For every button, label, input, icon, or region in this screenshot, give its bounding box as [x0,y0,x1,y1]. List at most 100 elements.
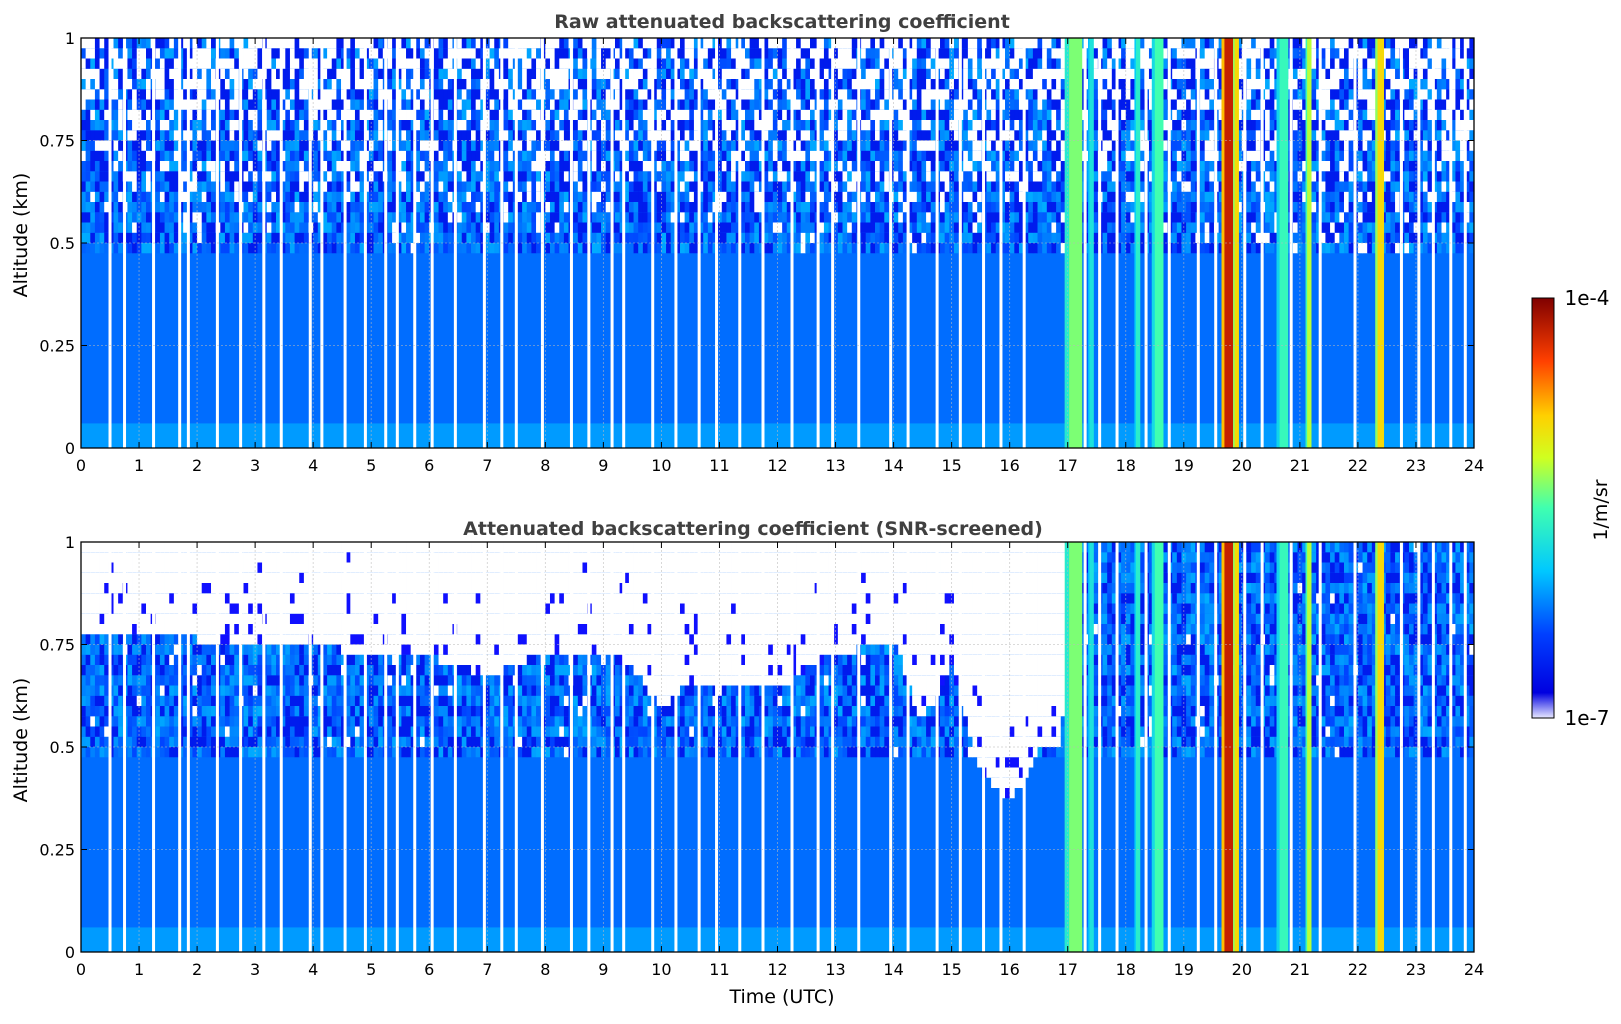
heatmap-cell [299,99,305,110]
heatmap-cell [842,89,848,100]
heatmap-cell [865,171,871,182]
heatmap-cell [777,120,783,131]
heatmap-cell [991,89,997,100]
heatmap-cell [415,212,421,223]
heatmap-cell [559,232,565,243]
heatmap-cell [921,140,927,151]
heatmap-cell [1060,58,1066,69]
heatmap-cell [1130,243,1136,254]
heatmap-cell [786,191,792,202]
heatmap-cell [345,48,351,59]
heatmap-cell [828,120,834,131]
heatmap-cell [614,222,621,233]
heatmap-cell [577,109,583,120]
heatmap-cell [712,232,718,243]
heatmap-cell [1093,181,1099,192]
heatmap-cell [457,161,463,172]
heatmap-cell [953,232,959,243]
heatmap-cell [536,212,542,223]
heatmap-cell [415,38,421,49]
heatmap-cell [1172,79,1178,90]
heatmap-cell [861,79,867,90]
heatmap-cell [698,89,704,100]
heatmap-cell [81,191,87,202]
heatmap-cell [197,181,203,192]
heatmap-cell [183,79,189,90]
heatmap-cell [768,212,774,223]
heatmap-cell [967,120,973,131]
heatmap-cell [81,181,87,192]
heatmap-cell [977,212,983,223]
heatmap-cell [85,202,91,213]
heatmap-cell [155,79,161,90]
heatmap-cell [257,99,263,110]
heatmap-cell [1051,140,1057,151]
heatmap-cell [285,79,291,90]
heatmap-cell [81,89,87,100]
heatmap-cell [234,212,240,223]
heatmap-cell [313,109,319,120]
heatmap-cell [772,232,778,243]
heatmap-cell [559,38,565,49]
heatmap-cell [1037,191,1043,202]
heatmap-cell [805,243,811,254]
heatmap-cell [703,161,709,172]
heatmap-cell [494,48,500,59]
heatmap-cell [902,48,908,59]
heatmap-cell [870,140,876,151]
heatmap-cell [257,171,263,182]
heatmap-cell [536,171,542,182]
heatmap-cell [768,161,774,172]
heatmap-cell [415,140,421,151]
heatmap-cell [735,58,741,69]
heatmap-cell [652,120,658,131]
heatmap-cell [953,243,959,254]
heatmap-cell [336,89,342,100]
heatmap-cell [415,161,421,172]
heatmap-cell [1176,58,1182,69]
heatmap-cell [433,161,439,172]
heatmap-cell [484,212,491,223]
heatmap-cell [522,202,528,213]
heatmap-cell [619,130,625,141]
heatmap-cell [132,38,138,49]
heatmap-cell [740,222,746,233]
heatmap-cell [234,89,240,100]
heatmap-cell [782,150,788,161]
heatmap-cell [1005,232,1011,243]
heatmap-cell [447,222,453,233]
heatmap-cell [252,79,258,90]
heatmap-cell [675,48,681,59]
heatmap-cell [359,120,365,131]
heatmap-cell [796,99,802,110]
heatmap-cell [127,120,133,131]
heatmap-cell [494,202,500,213]
heatmap-cell [926,79,932,90]
heatmap-cell [851,171,857,182]
heatmap-cell [1051,130,1057,141]
heatmap-cell [744,120,751,131]
heatmap-cell [786,109,792,120]
heatmap-cell [865,109,871,120]
heatmap-cell [201,99,207,110]
heatmap-cell [317,243,323,254]
heatmap-cell [921,58,927,69]
heatmap-cell [201,243,207,254]
heatmap-cell [554,212,560,223]
heatmap-cell [754,79,760,90]
heatmap-cell [1042,222,1048,233]
heatmap-cell [322,130,328,141]
heatmap-cell [1130,191,1136,202]
heatmap-cell [1181,243,1187,254]
heatmap-cell [777,99,783,110]
heatmap-cell [1130,181,1136,192]
heatmap-cell [995,130,1001,141]
heatmap-cell [90,48,96,59]
heatmap-cell [652,232,658,243]
heatmap-cell [1000,222,1006,233]
heatmap-cell [522,58,528,69]
heatmap-cell [689,68,695,79]
heatmap-cell [322,232,328,243]
heatmap-cell [285,232,291,243]
heatmap-cell [842,243,848,254]
